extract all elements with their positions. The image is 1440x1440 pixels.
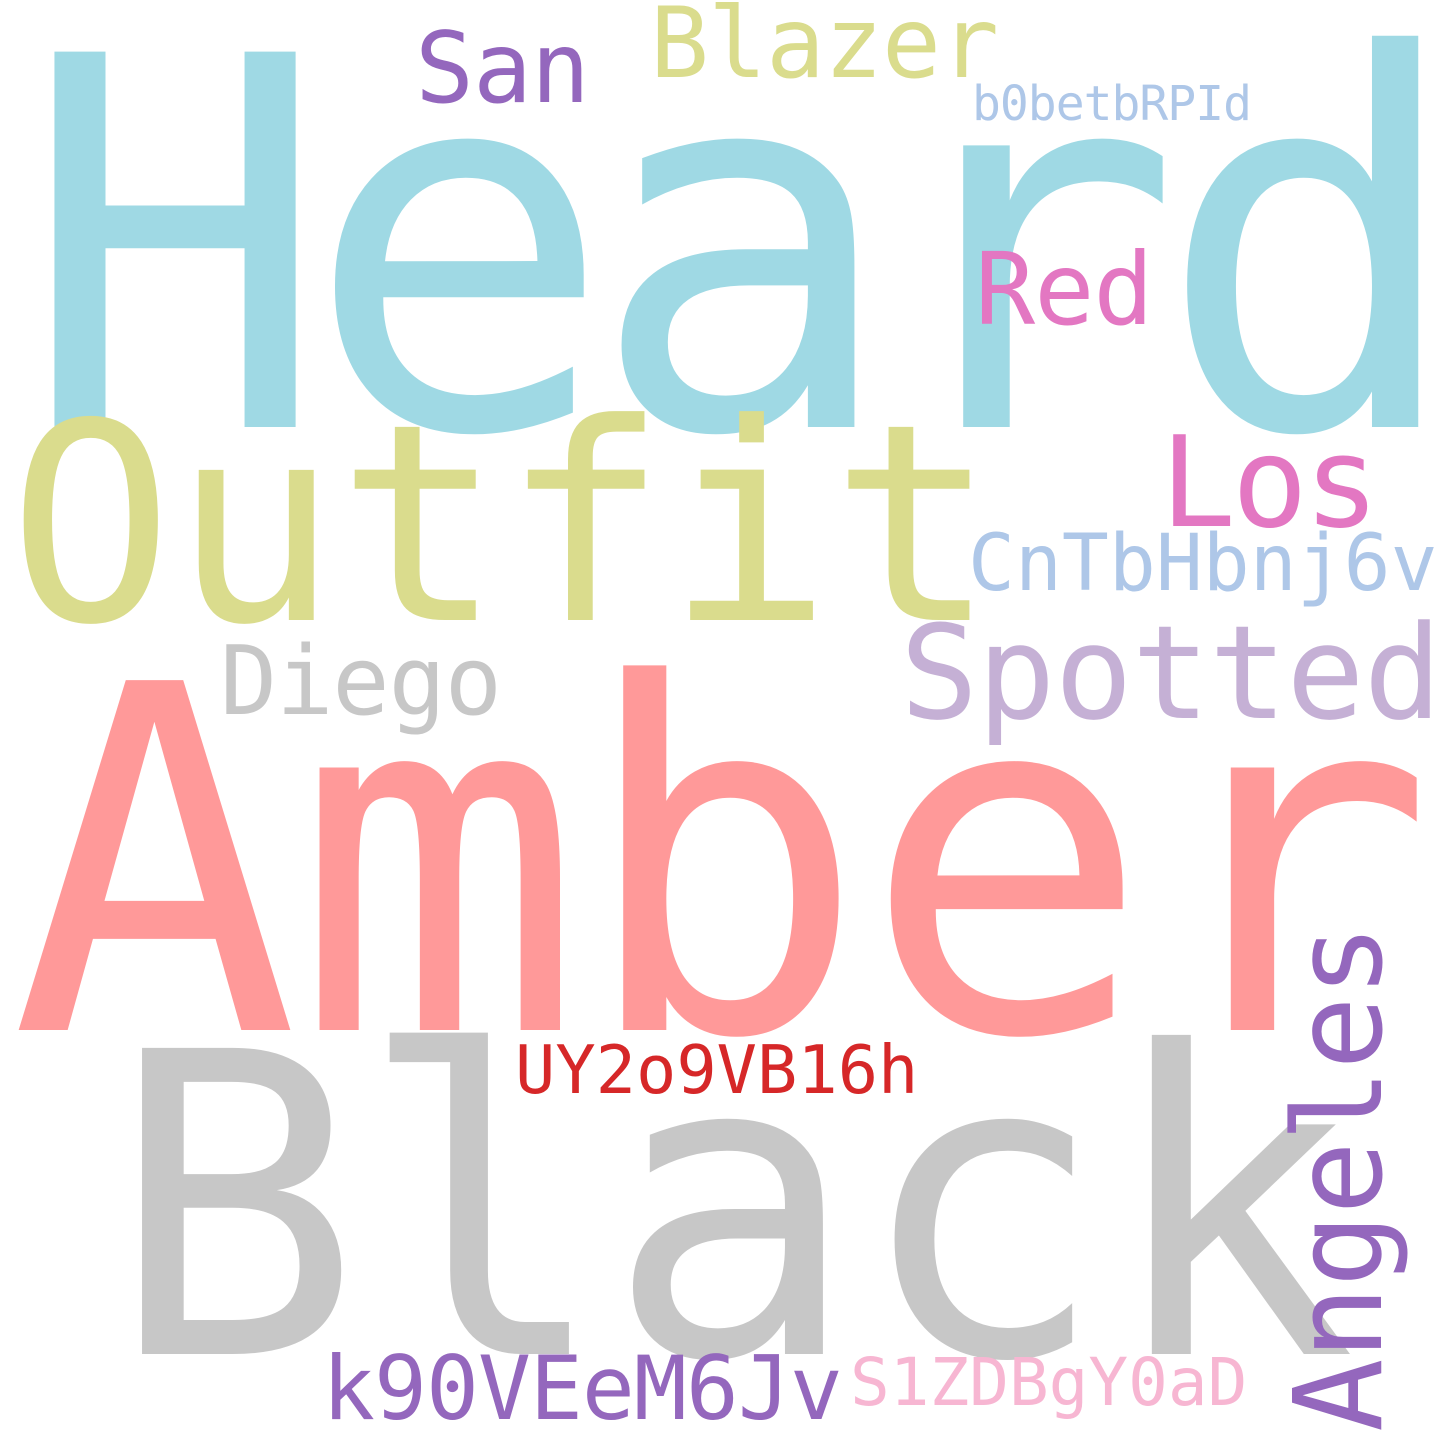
word-amber: Amber	[10, 585, 1435, 1144]
word-heard: Heard	[20, 0, 1440, 549]
word-blazer: Blazer	[650, 0, 999, 101]
word-spotted: Spotted	[900, 597, 1440, 749]
word-outfit: Outfit	[8, 365, 996, 685]
word-s1zdbgy0ad: S1ZDBgY0aD	[850, 1344, 1248, 1421]
word-cntbhbnj6v: CnTbHbnj6v	[968, 519, 1438, 609]
word-angeles: Angeles	[1268, 924, 1410, 1432]
word-los: Los	[1160, 409, 1380, 556]
word-k90veem6jv: k90VEeM6Jv	[322, 1337, 843, 1440]
word-diego: Diego	[220, 627, 502, 737]
word-b0betbrpid: b0betbRPId	[972, 76, 1252, 132]
word-san: San	[415, 12, 590, 126]
word-black: Black	[108, 965, 1356, 1440]
word-red: Red	[975, 231, 1154, 348]
word-uy2o9vb16h: UY2o9VB16h	[515, 1031, 919, 1109]
